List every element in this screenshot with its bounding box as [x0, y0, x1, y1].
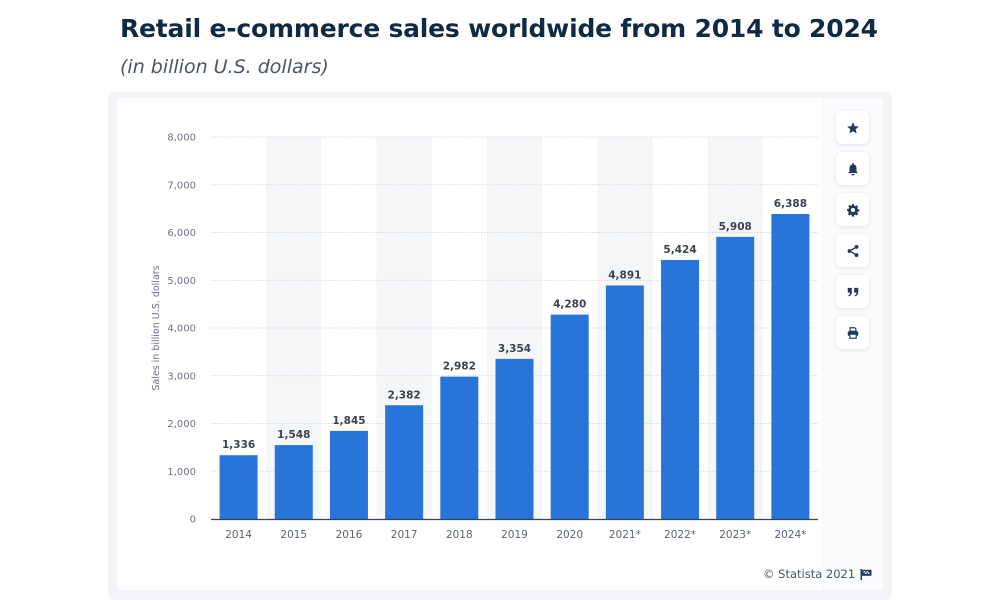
bar[interactable] [385, 405, 424, 519]
bar[interactable] [771, 213, 810, 519]
share-button[interactable] [836, 234, 869, 267]
printer-icon [847, 326, 858, 339]
footer: © Statista 2021 [763, 567, 872, 581]
bar[interactable] [274, 445, 313, 519]
settings-button[interactable] [836, 193, 869, 226]
x-tick-label: 2021* [609, 529, 641, 541]
y-tick-label: 5,000 [167, 276, 196, 287]
data-label: 1,548 [277, 429, 310, 441]
flag-icon[interactable] [860, 568, 872, 580]
chart-title: Retail e-commerce sales worldwide from 2… [120, 14, 878, 43]
y-tick-label: 1,000 [167, 467, 196, 478]
y-tick-label: 0 [190, 515, 196, 526]
data-labels: 1,336 1,548 1,845 2,382 2,982 3,354 4,280 4,891… [222, 198, 807, 451]
data-label: 1,845 [332, 415, 365, 427]
copyright-text: © Statista 2021 [763, 567, 856, 581]
x-tick-label: 2022* [664, 529, 696, 541]
bar[interactable] [440, 376, 479, 519]
bar[interactable] [605, 285, 644, 519]
bell-icon [847, 162, 858, 175]
x-tick-label: 2020 [556, 529, 583, 541]
y-tick-label: 4,000 [167, 324, 196, 335]
x-axis-ticks: 2014 2015 2016 2017 2018 2019 2020 2021* 2022* 20… [225, 529, 806, 541]
star-icon [846, 121, 859, 133]
quote-icon [847, 287, 858, 296]
data-label: 6,388 [774, 198, 807, 210]
data-label: 4,280 [553, 299, 586, 311]
notification-button[interactable] [836, 152, 869, 185]
favorite-button[interactable] [836, 111, 869, 144]
x-tick-label: 2014 [225, 529, 252, 541]
x-tick-label: 2024* [774, 529, 806, 541]
data-label: 5,424 [663, 244, 696, 256]
data-label: 2,982 [443, 361, 476, 373]
bar[interactable] [716, 236, 755, 519]
data-label: 2,382 [388, 389, 421, 401]
bars [219, 213, 810, 519]
x-tick-label: 2023* [719, 529, 751, 541]
y-tick-label: 7,000 [167, 180, 196, 191]
data-label: 1,336 [222, 439, 255, 451]
gear-icon [846, 203, 859, 217]
y-tick-label: 2,000 [167, 419, 196, 430]
y-axis-label: Sales in billion U.S. dollars [151, 265, 162, 390]
y-tick-label: 8,000 [167, 133, 196, 144]
bar[interactable] [329, 430, 368, 519]
bar[interactable] [550, 314, 589, 519]
x-tick-label: 2019 [501, 529, 528, 541]
x-tick-label: 2015 [280, 529, 307, 541]
bar[interactable] [661, 260, 700, 519]
y-tick-label: 3,000 [167, 371, 196, 382]
chart-subtitle: (in billion U.S. dollars) [120, 56, 329, 78]
x-tick-label: 2016 [336, 529, 363, 541]
cite-button[interactable] [836, 275, 869, 308]
bar[interactable] [219, 455, 258, 519]
data-label: 5,908 [719, 221, 752, 233]
y-tick-label: 6,000 [167, 228, 196, 239]
data-label: 3,354 [498, 343, 531, 355]
bar[interactable] [495, 358, 534, 519]
x-tick-label: 2017 [391, 529, 418, 541]
print-button[interactable] [836, 316, 869, 349]
y-axis-ticks: 0 1,000 2,000 3,000 4,000 5,000 6,000 7,000 8,00… [167, 133, 196, 526]
share-icon [847, 244, 858, 257]
data-label: 4,891 [608, 269, 641, 281]
x-tick-label: 2018 [446, 529, 473, 541]
